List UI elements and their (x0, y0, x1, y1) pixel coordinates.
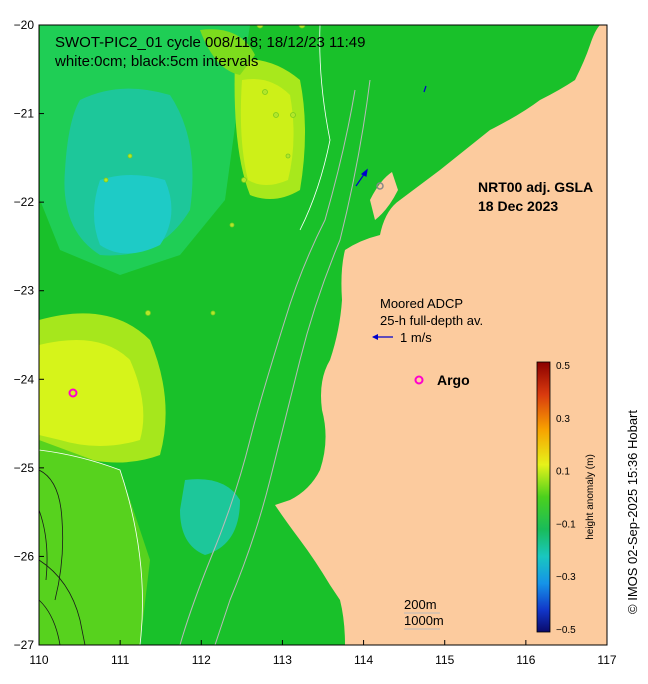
anomaly-patch-highest-west (39, 340, 144, 446)
isobaths (179, 79, 371, 645)
adcp-scale-label: 1 m/s (400, 330, 432, 345)
mooring-marker (376, 182, 384, 190)
anomaly-patch-lowest (94, 175, 172, 254)
argo-float-marker (68, 388, 78, 398)
x-tick-label: 113 (273, 653, 292, 667)
colorbar (536, 361, 551, 633)
colorbar-tick-label: 0.5 (556, 361, 570, 372)
product-label: NRT00 adj. GSLA (478, 179, 593, 195)
shark-bay-peninsula (340, 540, 378, 600)
anomaly-patch-top (200, 29, 255, 76)
peninsula (370, 172, 398, 220)
y-tick-label: −24 (14, 372, 35, 386)
y-tick-label: −21 (14, 107, 35, 121)
5cm-contours (39, 469, 86, 645)
argo-legend-marker (414, 375, 424, 385)
x-tick-label: 112 (192, 653, 211, 667)
sample-dots (103, 25, 306, 316)
anomaly-patch-mid-southwest (39, 440, 150, 645)
colorbar-tick-label: −0.3 (556, 572, 576, 583)
adcp-legend-subtitle: 25-h full-depth av. (380, 313, 483, 328)
map-plot-area (39, 25, 607, 645)
y-tick-label: −23 (14, 284, 35, 298)
y-tick-label: −26 (14, 549, 35, 563)
colorbar-label: height anomaly (m) (585, 454, 596, 540)
title-line-2: white:0cm; black:5cm intervals (54, 53, 258, 70)
x-tick-label: 115 (435, 653, 454, 667)
adcp-scale-arrowhead (372, 334, 378, 340)
colorbar-tick-label: −0.5 (556, 625, 576, 636)
y-tick-label: −20 (14, 18, 35, 32)
colorbar-ticks: 0.5 0.3 0.1 −0.1 −0.3 −0.5 (556, 361, 576, 636)
y-axis: −20 −21 −22 −23 −24 −25 −26 −27 (14, 18, 44, 652)
land-mass (275, 25, 607, 645)
adcp-arrows (355, 85, 427, 187)
x-tick-label: 116 (516, 653, 535, 667)
x-tick-label: 111 (111, 653, 130, 667)
x-tick-label: 114 (354, 653, 373, 667)
x-tick-label: 110 (29, 653, 48, 667)
adcp-legend-title: Moored ADCP (380, 296, 463, 311)
x-tick-label: 117 (597, 653, 616, 667)
zero-contours (39, 25, 331, 645)
plot-frame (38, 24, 608, 646)
y-tick-label: −22 (14, 195, 35, 209)
isobath-label-1000m: 1000m (404, 613, 444, 628)
colorbar-tick-label: −0.1 (556, 519, 576, 530)
product-date: 18 Dec 2023 (478, 198, 558, 214)
y-tick-label: −27 (14, 638, 35, 652)
y-tick-label: −25 (14, 461, 35, 475)
argo-legend-label: Argo (437, 372, 470, 388)
anomaly-patch-low-south (180, 479, 240, 555)
anomaly-patch-higher-north (240, 79, 294, 185)
isobath-label-200m: 200m (404, 597, 437, 612)
colorbar-tick-label: 0.3 (556, 414, 570, 425)
colorbar-tick-label: 0.1 (556, 467, 570, 478)
credit-text: © IMOS 02-Sep-2025 15:36 Hobart (625, 410, 640, 614)
x-axis: 110 111 112 113 114 115 116 117 (29, 640, 617, 667)
title-line-1: SWOT-PIC2_01 cycle 008/118; 18/12/23 11:… (55, 34, 365, 51)
